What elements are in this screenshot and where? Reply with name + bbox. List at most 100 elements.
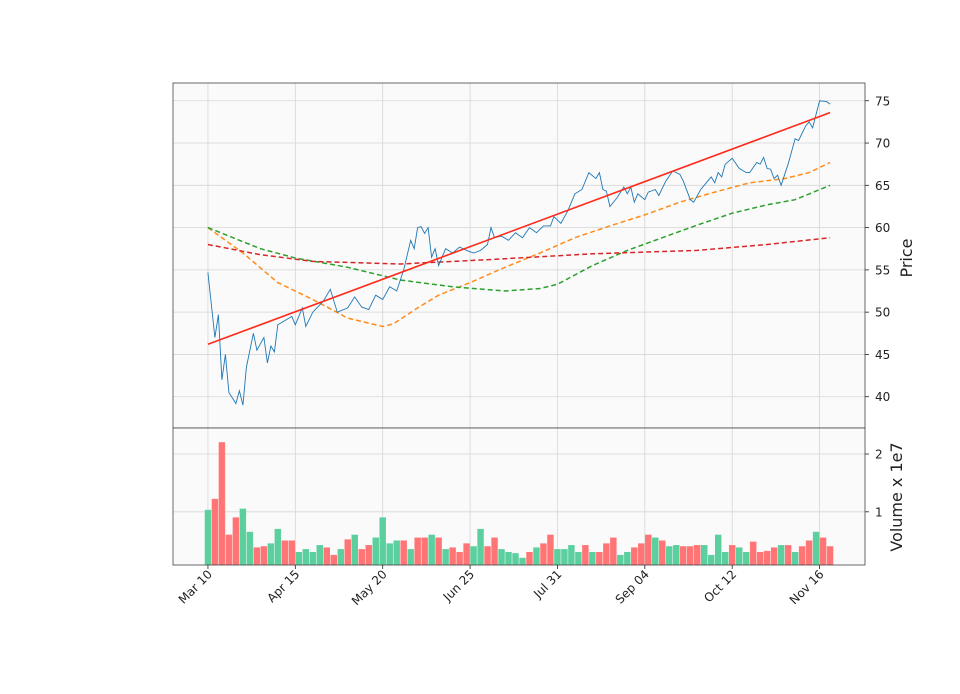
volume-bar-up (701, 545, 708, 566)
volume-bar-down (694, 545, 701, 566)
volume-bar-down (645, 534, 652, 566)
price-tick-label: 75 (875, 94, 890, 108)
volume-panel-background (173, 428, 865, 565)
volume-bar-up (812, 531, 820, 566)
volume-bar-down (798, 546, 806, 566)
volume-bar-down (253, 547, 261, 566)
volume-bar-down (225, 534, 233, 566)
x-tick-label: Jun 25 (440, 567, 477, 604)
volume-bar-up (302, 549, 310, 566)
volume-bar-down (218, 442, 226, 566)
volume-bar-up (337, 549, 344, 566)
volume-bar-down (596, 552, 603, 566)
volume-bar-down (687, 546, 694, 566)
volume-grid (173, 428, 865, 565)
moving-average-line-2 (207, 184, 831, 292)
trend-line (207, 111, 831, 346)
volume-bar-down (463, 543, 470, 566)
volume-bar-down (756, 552, 764, 566)
volume-bar-up (498, 549, 505, 566)
volume-bar-down (680, 546, 687, 566)
x-tick-label: Mar 10 (176, 567, 215, 606)
price-y-ticks: 40 45 50 55 60 65 70 75 (865, 94, 890, 404)
price-tick-label: 55 (875, 263, 890, 277)
x-tick-label: May 20 (349, 567, 390, 608)
volume-bar-up (721, 552, 729, 566)
volume-bar-up (512, 553, 519, 566)
x-tick-label: Nov 16 (787, 567, 827, 607)
volume-bar-down (805, 540, 813, 566)
x-tick-label: Jul 31 (530, 567, 564, 601)
price-tick-label: 40 (875, 390, 890, 404)
price-axis-label: Price (897, 238, 916, 277)
volume-bar-up (714, 534, 722, 566)
volume-bar-down (547, 534, 554, 566)
volume-bar-up (239, 508, 247, 566)
volume-bar-up (372, 537, 379, 566)
x-axis-ticks: Mar 10 Apr 15 May 20 Jun 25 Jul 31 Sep 04 Oct … (176, 565, 827, 608)
volume-bar-up (442, 549, 449, 566)
volume-bar-down (819, 537, 827, 566)
volume-axis-label: Volume x 1e7 (887, 442, 906, 551)
volume-bar-up (505, 552, 512, 566)
volume-bar-up (204, 509, 212, 566)
volume-y-ticks: 12 (865, 448, 883, 519)
volume-bar-down (421, 537, 428, 566)
price-tick-label: 45 (875, 348, 890, 362)
volume-bar-down (323, 547, 330, 566)
volume-tick-label: 2 (875, 448, 883, 462)
volume-bar-up (274, 528, 282, 566)
volume-bar-down (344, 539, 351, 566)
volume-bar-up (617, 554, 624, 566)
volume-bar-down (232, 517, 240, 566)
volume-bar-down (414, 537, 421, 566)
volume-bar-up (379, 517, 386, 566)
volume-bar-up (519, 557, 526, 566)
volume-bar-down (400, 540, 407, 566)
volume-bar-up (470, 546, 477, 566)
volume-panel: 12 Volume x 1e7 (172, 427, 906, 566)
volume-bar-down (540, 543, 547, 566)
volume-bar-down (526, 552, 533, 566)
moving-average-line-1 (207, 161, 831, 328)
volume-bar-down (770, 547, 778, 566)
volume-bar-down (603, 543, 610, 566)
price-tick-label: 70 (875, 137, 890, 151)
price-tick-label: 60 (875, 221, 890, 235)
price-series (207, 100, 831, 406)
volume-bar-up (267, 543, 275, 566)
volume-bar-up (554, 549, 561, 566)
x-tick-label: Oct 12 (701, 567, 739, 605)
x-tick-label: Sep 04 (613, 567, 652, 606)
volume-tick-label: 1 (875, 505, 883, 519)
volume-bar-up (351, 534, 358, 566)
volume-bar-down (288, 540, 296, 566)
volume-bar-up (624, 552, 631, 566)
volume-bar-up (407, 549, 414, 566)
close-price-line (207, 100, 831, 406)
volume-bar-down (728, 545, 736, 566)
moving-average-line-3 (207, 236, 831, 265)
volume-bar-up (295, 552, 303, 566)
price-tick-label: 65 (875, 179, 890, 193)
volume-bar-down (435, 537, 442, 566)
volume-bar-down (281, 540, 289, 566)
volume-bar-up (428, 534, 435, 566)
volume-bar-down (610, 537, 617, 566)
volume-bar-up (393, 540, 400, 566)
volume-bar-up (666, 546, 673, 566)
price-panel: 40 45 50 55 60 65 70 75 Price (172, 82, 916, 429)
volume-bar-down (456, 552, 463, 566)
price-panel-background (173, 83, 865, 428)
volume-bar-down (211, 498, 219, 566)
volume-bar-up (589, 552, 596, 566)
volume-bar-down (330, 554, 337, 566)
volume-bar-down (449, 547, 456, 566)
volume-bar-up (742, 552, 750, 566)
volume-bar-up (246, 531, 254, 566)
volume-bar-up (386, 543, 393, 566)
volume-bar-up (561, 549, 568, 566)
volume-bar-up (791, 552, 799, 566)
volume-bar-down (763, 550, 771, 566)
volume-bar-down (826, 546, 834, 566)
